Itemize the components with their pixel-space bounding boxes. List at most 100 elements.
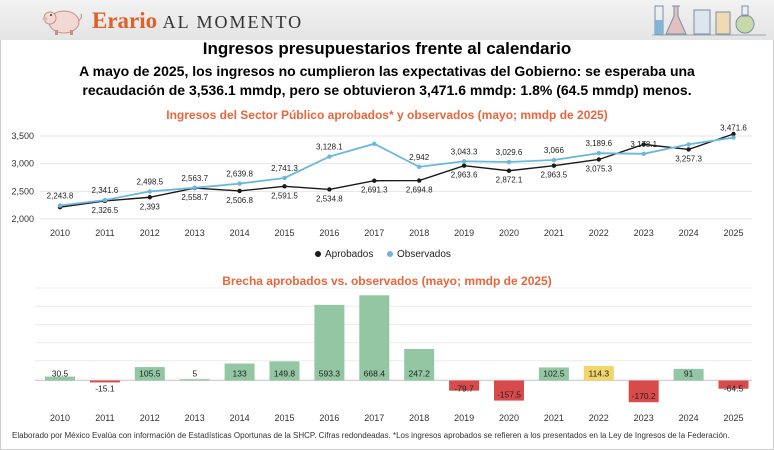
data-point-observados: [686, 142, 691, 147]
page-subtitle: A mayo de 2025, los ingresos no cumplier…: [79, 63, 695, 98]
x-tick-label: 2020: [499, 413, 519, 423]
bar: [359, 295, 390, 381]
brand-logo: Erario AL MOMENTO: [92, 8, 303, 34]
x-tick-label: 2013: [185, 413, 205, 423]
bar: [628, 380, 659, 403]
bar: [179, 379, 210, 381]
data-label-aprobados: 2,326.5: [92, 206, 119, 215]
bar-value-label: -79.7: [454, 384, 474, 394]
data-point-observados: [237, 181, 242, 186]
data-label-observados: 3,189.6: [585, 139, 612, 148]
series-line-observados: [59, 136, 734, 207]
data-point-observados: [102, 197, 108, 203]
x-tick-label: 2025: [723, 413, 743, 423]
data-point-observados: [147, 189, 152, 194]
data-point-aprobados: [237, 188, 242, 194]
bar-value-label: 105.5: [139, 369, 161, 379]
x-tick-label: 2024: [679, 228, 699, 238]
data-label-observados: 2,639.8: [226, 170, 253, 179]
y-tick-label: 2,500: [11, 186, 34, 196]
x-tick-label: 2017: [364, 228, 384, 238]
x-tick-label: 2021: [544, 228, 564, 238]
data-point-aprobados: [461, 163, 467, 168]
data-point-observados: [282, 175, 287, 181]
data-label-aprobados: 2,506.8: [226, 196, 253, 205]
data-label-observados: 2,341.6: [92, 186, 119, 195]
bar-value-label: -170.2: [632, 391, 656, 401]
data-point-aprobados: [551, 163, 557, 168]
x-tick-label: 2022: [589, 228, 609, 238]
data-point-observados: [461, 159, 467, 164]
bar: [404, 348, 435, 381]
bar-value-label: 593.3: [319, 369, 341, 379]
data-point-observados: [506, 159, 512, 165]
x-tick-label: 2020: [499, 228, 519, 238]
y-tick-label: 2,000: [11, 214, 34, 224]
bar-value-label: 91: [684, 369, 694, 379]
data-label-aprobados: 3,075.3: [585, 165, 612, 174]
brand-name-secondary: AL MOMENTO: [162, 12, 304, 32]
bar: [538, 367, 569, 381]
x-tick-label: 2012: [140, 228, 160, 238]
x-tick-label: 2010: [50, 228, 70, 238]
x-tick-label: 2016: [319, 228, 339, 238]
data-label-aprobados: 2,963.5: [541, 171, 568, 180]
data-label-observados: 3,471.6: [720, 124, 747, 133]
x-tick-label: 2019: [454, 228, 474, 238]
lab-flasks-icon: [652, 5, 766, 36]
legend-label-aprobados: Aprobados: [325, 249, 373, 260]
bar-value-label: -15.1: [95, 384, 115, 394]
data-point-aprobados: [372, 178, 377, 183]
data-point-observados: [192, 185, 197, 191]
data-label-observados: 2,942: [409, 153, 430, 162]
legend-marker-aprobados: [315, 251, 321, 257]
data-point-observados: [57, 203, 63, 208]
bar: [269, 361, 300, 381]
data-point-aprobados: [686, 147, 691, 152]
bar-value-label: 668.4: [364, 369, 386, 379]
data-point-observados: [731, 135, 736, 140]
bar-value-label: 5: [192, 369, 197, 379]
data-point-observados: [327, 154, 332, 159]
data-label-aprobados: 2,393: [140, 202, 161, 211]
x-tick-label: 2014: [230, 228, 250, 238]
bar-value-label: 133: [233, 369, 247, 379]
bar: [494, 380, 524, 401]
line-chart-title: Ingresos del Sector Público aprobados* y…: [166, 108, 608, 122]
x-tick-label: 2019: [454, 413, 474, 423]
line-chart: 2,000 2,500 3,000 3,500 2010 2011 2012 2013 2014…: [11, 124, 752, 260]
data-point-aprobados: [596, 157, 601, 162]
header-bar: Erario AL MOMENTO: [0, 0, 774, 40]
data-label-observados: 2,741.3: [271, 164, 298, 173]
bar: [134, 367, 165, 381]
x-tick-label: 2013: [185, 228, 205, 238]
bar: [718, 380, 749, 389]
x-tick-label: 2011: [95, 413, 114, 423]
x-tick-label: 2017: [364, 413, 384, 423]
x-tick-label: 2014: [230, 413, 250, 423]
bar: [314, 304, 345, 381]
x-tick-label: 2011: [95, 228, 114, 238]
bar: [673, 368, 704, 381]
x-tick-label: 2023: [634, 413, 654, 423]
data-label-observados: 2,498.5: [136, 177, 163, 186]
data-point-observados: [596, 150, 601, 156]
x-tick-label: 2022: [589, 413, 609, 423]
data-point-observados: [641, 151, 646, 157]
legend-label-observados: Observados: [397, 249, 451, 260]
page-title: Ingresos presupuestarios frente al calen…: [202, 39, 572, 58]
bar-value-label: 149.8: [274, 369, 296, 379]
series-line-aprobados: [59, 133, 734, 208]
data-label-aprobados: 2,694.8: [406, 186, 433, 195]
data-label-observados: 2,243.8: [47, 192, 74, 201]
footer-note: Elaborado por México Evalúa con informac…: [12, 431, 730, 440]
bar-chart: 30.5 2010 -15.1 2011 105.5 2012 5 2013 133 2014 14…: [35, 287, 752, 423]
brand-name-main: Erario: [92, 8, 158, 33]
x-tick-label: 2025: [723, 228, 743, 238]
data-label-aprobados: 2,591.5: [271, 191, 298, 200]
data-label-observados: 3,128.1: [316, 143, 343, 152]
x-tick-label: 2015: [274, 413, 294, 423]
bar-value-label: -157.5: [497, 390, 521, 400]
data-label-observados: 3,178.1: [630, 140, 657, 149]
bar: [45, 376, 75, 381]
